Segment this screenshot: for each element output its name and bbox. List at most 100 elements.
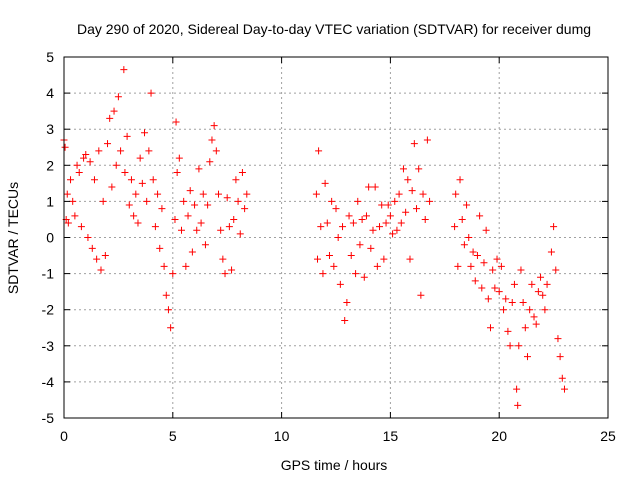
data-point: [473, 252, 481, 260]
data-point: [230, 215, 238, 223]
data-point: [67, 176, 75, 184]
data-point: [106, 114, 114, 122]
y-tick-label: 4: [46, 85, 54, 101]
data-point: [482, 226, 490, 234]
data-point: [312, 190, 320, 198]
data-point: [530, 313, 538, 321]
data-point: [465, 234, 473, 241]
data-point: [108, 183, 116, 191]
data-point: [117, 147, 125, 155]
data-point: [451, 223, 459, 231]
data-point: [86, 158, 94, 166]
data-point: [120, 66, 128, 74]
data-point: [393, 226, 401, 234]
data-point: [339, 223, 347, 231]
data-point: [343, 298, 351, 306]
axis-ticks: [63, 56, 609, 419]
data-point: [175, 154, 183, 162]
data-point: [219, 255, 227, 263]
data-point: [519, 298, 527, 306]
chart-title: Day 290 of 2020, Sidereal Day-to-day VTE…: [77, 21, 591, 37]
data-point: [173, 169, 181, 177]
data-point: [201, 241, 209, 249]
data-point: [77, 223, 85, 231]
data-point: [560, 385, 568, 393]
x-tick-labels: 0 5 10 15 20 25: [60, 428, 616, 444]
data-point: [101, 252, 109, 260]
data-point: [208, 136, 216, 144]
data-point: [314, 255, 322, 263]
data-point: [167, 324, 175, 332]
data-point: [556, 353, 564, 361]
data-point: [160, 262, 168, 270]
data-point: [210, 122, 218, 130]
y-axis-label: SDTVAR / TECUs: [5, 182, 21, 294]
data-point: [454, 262, 462, 270]
data-point: [75, 169, 83, 177]
data-point: [332, 205, 340, 213]
x-axis-label: GPS time / hours: [281, 457, 388, 473]
data-point: [232, 176, 240, 184]
data-point: [480, 259, 488, 267]
y-tick-label: -3: [42, 338, 55, 354]
data-point: [526, 306, 534, 314]
data-point: [171, 215, 179, 223]
data-point: [543, 280, 551, 288]
data-point: [365, 183, 373, 191]
x-tick-label: 20: [491, 428, 507, 444]
data-point: [452, 190, 460, 198]
data-point: [378, 201, 386, 209]
y-tick-label: 5: [46, 49, 54, 65]
data-point: [193, 226, 201, 234]
y-tick-label: -1: [42, 266, 55, 282]
data-point: [158, 205, 166, 213]
data-point: [321, 179, 329, 187]
data-point: [402, 208, 410, 216]
data-point: [371, 183, 379, 191]
data-point: [93, 255, 101, 263]
data-points: [60, 66, 568, 409]
data-point: [212, 147, 220, 155]
data-point: [127, 176, 135, 184]
data-point: [143, 197, 151, 205]
data-point: [367, 244, 375, 252]
data-point: [191, 201, 199, 209]
data-point: [64, 219, 72, 227]
data-point: [458, 215, 466, 223]
y-tick-label: 3: [46, 121, 54, 137]
data-point: [497, 262, 505, 270]
data-point: [172, 118, 180, 126]
data-point: [164, 306, 172, 314]
data-point: [537, 273, 545, 281]
data-point: [99, 197, 107, 205]
data-point: [71, 212, 79, 220]
data-point: [510, 280, 518, 288]
data-point: [104, 140, 112, 148]
data-point: [552, 266, 560, 274]
data-point: [334, 234, 342, 241]
data-point: [145, 147, 153, 155]
data-point: [112, 161, 120, 169]
data-point: [384, 201, 392, 209]
data-point: [228, 266, 236, 274]
data-point: [82, 150, 90, 158]
data-point: [162, 291, 170, 299]
data-point: [380, 255, 388, 263]
data-point: [426, 197, 434, 205]
data-point: [323, 219, 331, 227]
data-point: [502, 295, 510, 303]
data-point: [125, 201, 133, 209]
data-point: [238, 169, 246, 177]
data-point: [541, 306, 549, 314]
y-tick-label: 1: [46, 193, 54, 209]
data-point: [319, 270, 327, 278]
data-point: [389, 230, 397, 238]
data-point: [97, 266, 105, 274]
data-point: [356, 241, 364, 249]
data-point: [514, 401, 522, 409]
data-point: [558, 374, 566, 382]
data-point: [347, 252, 355, 260]
data-point: [373, 262, 381, 270]
data-point: [404, 176, 412, 184]
